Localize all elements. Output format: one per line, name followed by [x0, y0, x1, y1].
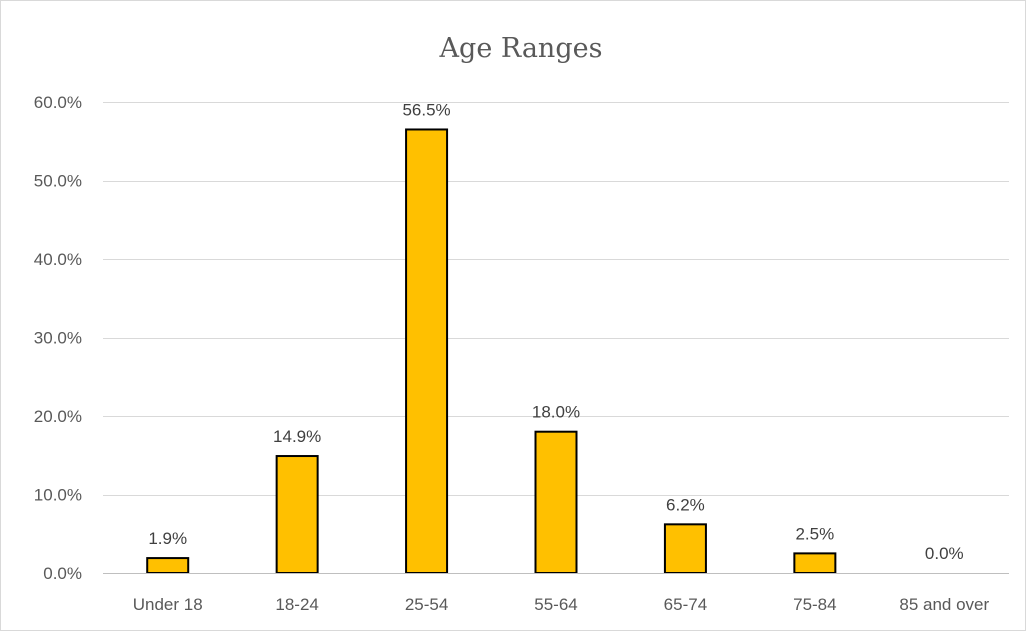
category-label: 85 and over	[899, 595, 989, 614]
data-label: 2.5%	[795, 524, 834, 543]
y-tick-label: 40.0%	[34, 250, 82, 269]
bar	[146, 557, 190, 575]
gridlines	[103, 102, 1009, 496]
data-labels: 1.9% 14.9% 56.5% 18.0% 6.2% 2.5% 0.0%	[148, 100, 963, 563]
data-label: 6.2%	[666, 495, 705, 514]
bar	[793, 552, 837, 574]
bar	[663, 523, 707, 575]
bar	[534, 430, 578, 575]
category-label: 18-24	[275, 595, 318, 614]
category-label: 65-74	[664, 595, 707, 614]
y-tick-label: 30.0%	[34, 329, 82, 348]
data-label: 1.9%	[148, 529, 187, 548]
chart-title: Age Ranges	[439, 33, 603, 64]
y-tick-label: 0.0%	[43, 564, 82, 583]
category-label: Under 18	[133, 595, 203, 614]
data-label: 14.9%	[273, 427, 321, 446]
data-label: 0.0%	[925, 544, 964, 563]
bar	[275, 455, 319, 574]
data-label: 56.5%	[402, 100, 450, 119]
bars	[146, 128, 837, 575]
data-label: 18.0%	[532, 403, 580, 422]
y-tick-label: 60.0%	[34, 93, 82, 112]
y-tick-label: 50.0%	[34, 172, 82, 191]
y-axis-tick-labels: 0.0% 10.0% 20.0% 30.0% 40.0% 50.0% 60.0%	[34, 93, 82, 583]
y-tick-label: 20.0%	[34, 407, 82, 426]
y-tick-label: 10.0%	[34, 486, 82, 505]
category-label: 55-64	[534, 595, 577, 614]
category-label: 75-84	[793, 595, 836, 614]
bar	[405, 128, 449, 574]
x-axis-category-labels: Under 18 18-24 25-54 55-64 65-74 75-84 85 and …	[133, 595, 990, 614]
category-label: 25-54	[405, 595, 448, 614]
